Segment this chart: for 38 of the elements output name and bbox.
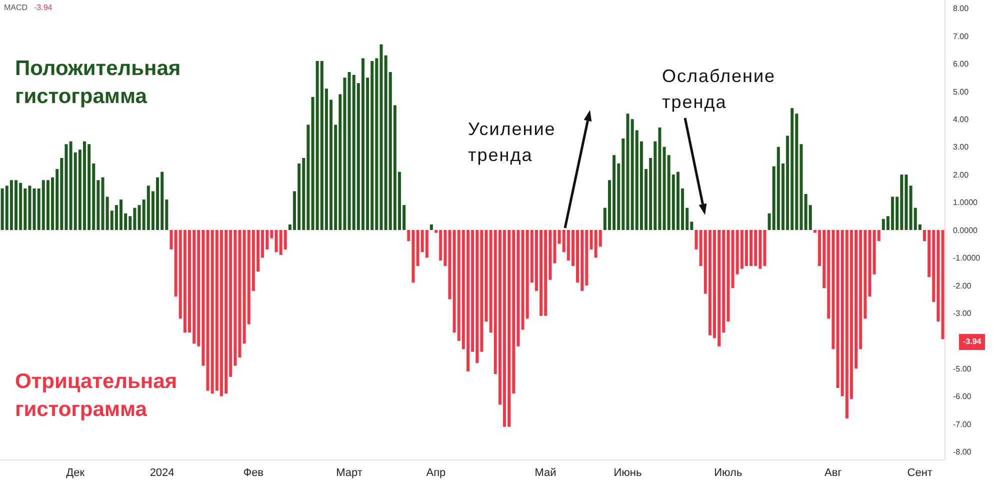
bar — [425, 230, 428, 258]
y-tick-label: -3.00 — [953, 308, 972, 318]
x-tick-label: Март — [336, 466, 362, 479]
y-tick-label: 6.00 — [953, 60, 970, 69]
y-tick-label: 0.0000 — [953, 226, 978, 235]
annotation: Ослабление тренда — [662, 65, 777, 114]
annotation: MACD — [4, 2, 28, 14]
bar — [941, 230, 944, 340]
y-tick-label: 2.00 — [953, 170, 970, 180]
annotation: -3.94 — [34, 2, 52, 14]
y-tick-label: -2.00 — [953, 281, 972, 290]
x-tick-label: 2024 — [150, 466, 174, 479]
y-tick-label: -5.00 — [953, 364, 972, 374]
y-tick-label: 3.00 — [953, 142, 970, 152]
x-tick-label: Июль — [714, 466, 742, 479]
bar — [170, 230, 173, 250]
text: -3.94 — [959, 334, 986, 350]
annotation: Усиление тренда — [468, 118, 557, 168]
y-tick-label: 8.00 — [953, 4, 970, 14]
y-tick-label: -1.0000 — [953, 254, 981, 263]
y-tick-label: 4.00 — [953, 114, 970, 124]
bar — [694, 230, 698, 250]
y-tick-label: 5.00 — [953, 87, 970, 96]
x-tick-label: Дек — [66, 466, 85, 479]
text: Положительная гистограмма — [15, 56, 182, 110]
x-tick-label: Май — [534, 466, 556, 479]
y-tick-label: -8.00 — [953, 448, 972, 457]
x-tick-label: Сент — [907, 466, 932, 479]
y-tick-label: -7.00 — [953, 420, 972, 429]
y-tick-label: 1.0000 — [953, 198, 978, 208]
y-tick-label: 7.00 — [953, 32, 970, 41]
x-tick-label: Фев — [243, 466, 264, 479]
y-tick-label: -6.00 — [953, 392, 972, 402]
x-tick-label: Апр — [426, 466, 446, 479]
series-label: Отрицательная гистограмма — [15, 369, 178, 423]
bar — [430, 224, 433, 230]
x-tick-label: Авг — [824, 466, 842, 479]
x-tick-label: Июнь — [614, 466, 642, 479]
